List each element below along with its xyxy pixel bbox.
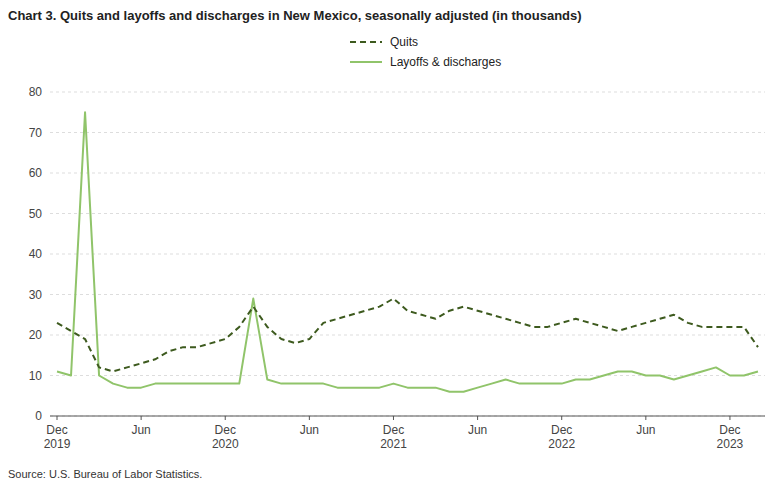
x-tick-label-line: Dec [46,423,67,437]
chart: Chart 3. Quits and layoffs and discharge… [0,0,780,488]
x-axis-line [50,416,765,417]
x-tick [225,416,226,420]
legend-swatch [350,41,382,43]
x-tick-label-line: Dec [215,423,236,437]
x-tick-label-line: 2020 [212,437,239,451]
y-tick-label: 40 [29,247,43,261]
x-tick-label: Dec2020 [212,423,239,451]
x-tick [393,416,394,420]
grid-line [50,416,765,417]
grid-line [50,335,765,336]
title: Chart 3. Quits and layoffs and discharge… [8,8,582,23]
source-note: Source: U.S. Bureau of Labor Statistics. [8,468,202,480]
x-tick [477,416,478,420]
x-tick-label-line: Jun [131,423,150,437]
x-tick-label-line: 2021 [380,437,407,451]
x-tick-label: Jun [636,423,655,437]
y-tick-label: 30 [29,288,43,302]
series-line [57,112,758,391]
x-tick [141,416,142,420]
grid-line [50,213,765,214]
y-tick-label: 80 [29,85,43,99]
x-tick-label: Jun [300,423,319,437]
x-tick [309,416,310,420]
x-tick-label-line: Jun [468,423,487,437]
y-tick-label: 10 [29,369,43,383]
legend: Quits Layoffs & discharges [350,35,501,69]
x-tick-label-line: Dec [383,423,404,437]
x-tick-label: Dec2023 [717,423,744,451]
x-tick-label: Dec2021 [380,423,407,451]
series-line [57,299,758,372]
grid-line [50,173,765,174]
grid-line [50,92,765,93]
legend-label: Quits [390,35,418,49]
x-tick-label-line: Jun [300,423,319,437]
x-tick-label-line: Dec [551,423,572,437]
x-tick-label: Dec2019 [44,423,71,451]
x-tick-label: Dec2022 [548,423,575,451]
y-tick-label: 70 [29,126,43,140]
x-tick [729,416,730,420]
x-tick [57,416,58,420]
y-tick-label: 0 [35,409,42,423]
grid-line [50,132,765,133]
x-tick-label-line: 2023 [717,437,744,451]
x-tick-label-line: Dec [719,423,740,437]
y-tick-label: 20 [29,328,43,342]
y-tick-label: 60 [29,166,43,180]
legend-label: Layoffs & discharges [390,55,501,69]
grid-line [50,294,765,295]
legend-swatch [350,61,382,63]
x-tick-label: Jun [131,423,150,437]
x-tick-label-line: 2019 [44,437,71,451]
grid-line [50,254,765,255]
x-tick-label-line: Jun [636,423,655,437]
x-tick [561,416,562,420]
x-tick-label-line: 2022 [548,437,575,451]
plot-area [57,112,758,391]
x-tick [645,416,646,420]
x-tick-label: Jun [468,423,487,437]
y-tick-label: 50 [29,207,43,221]
